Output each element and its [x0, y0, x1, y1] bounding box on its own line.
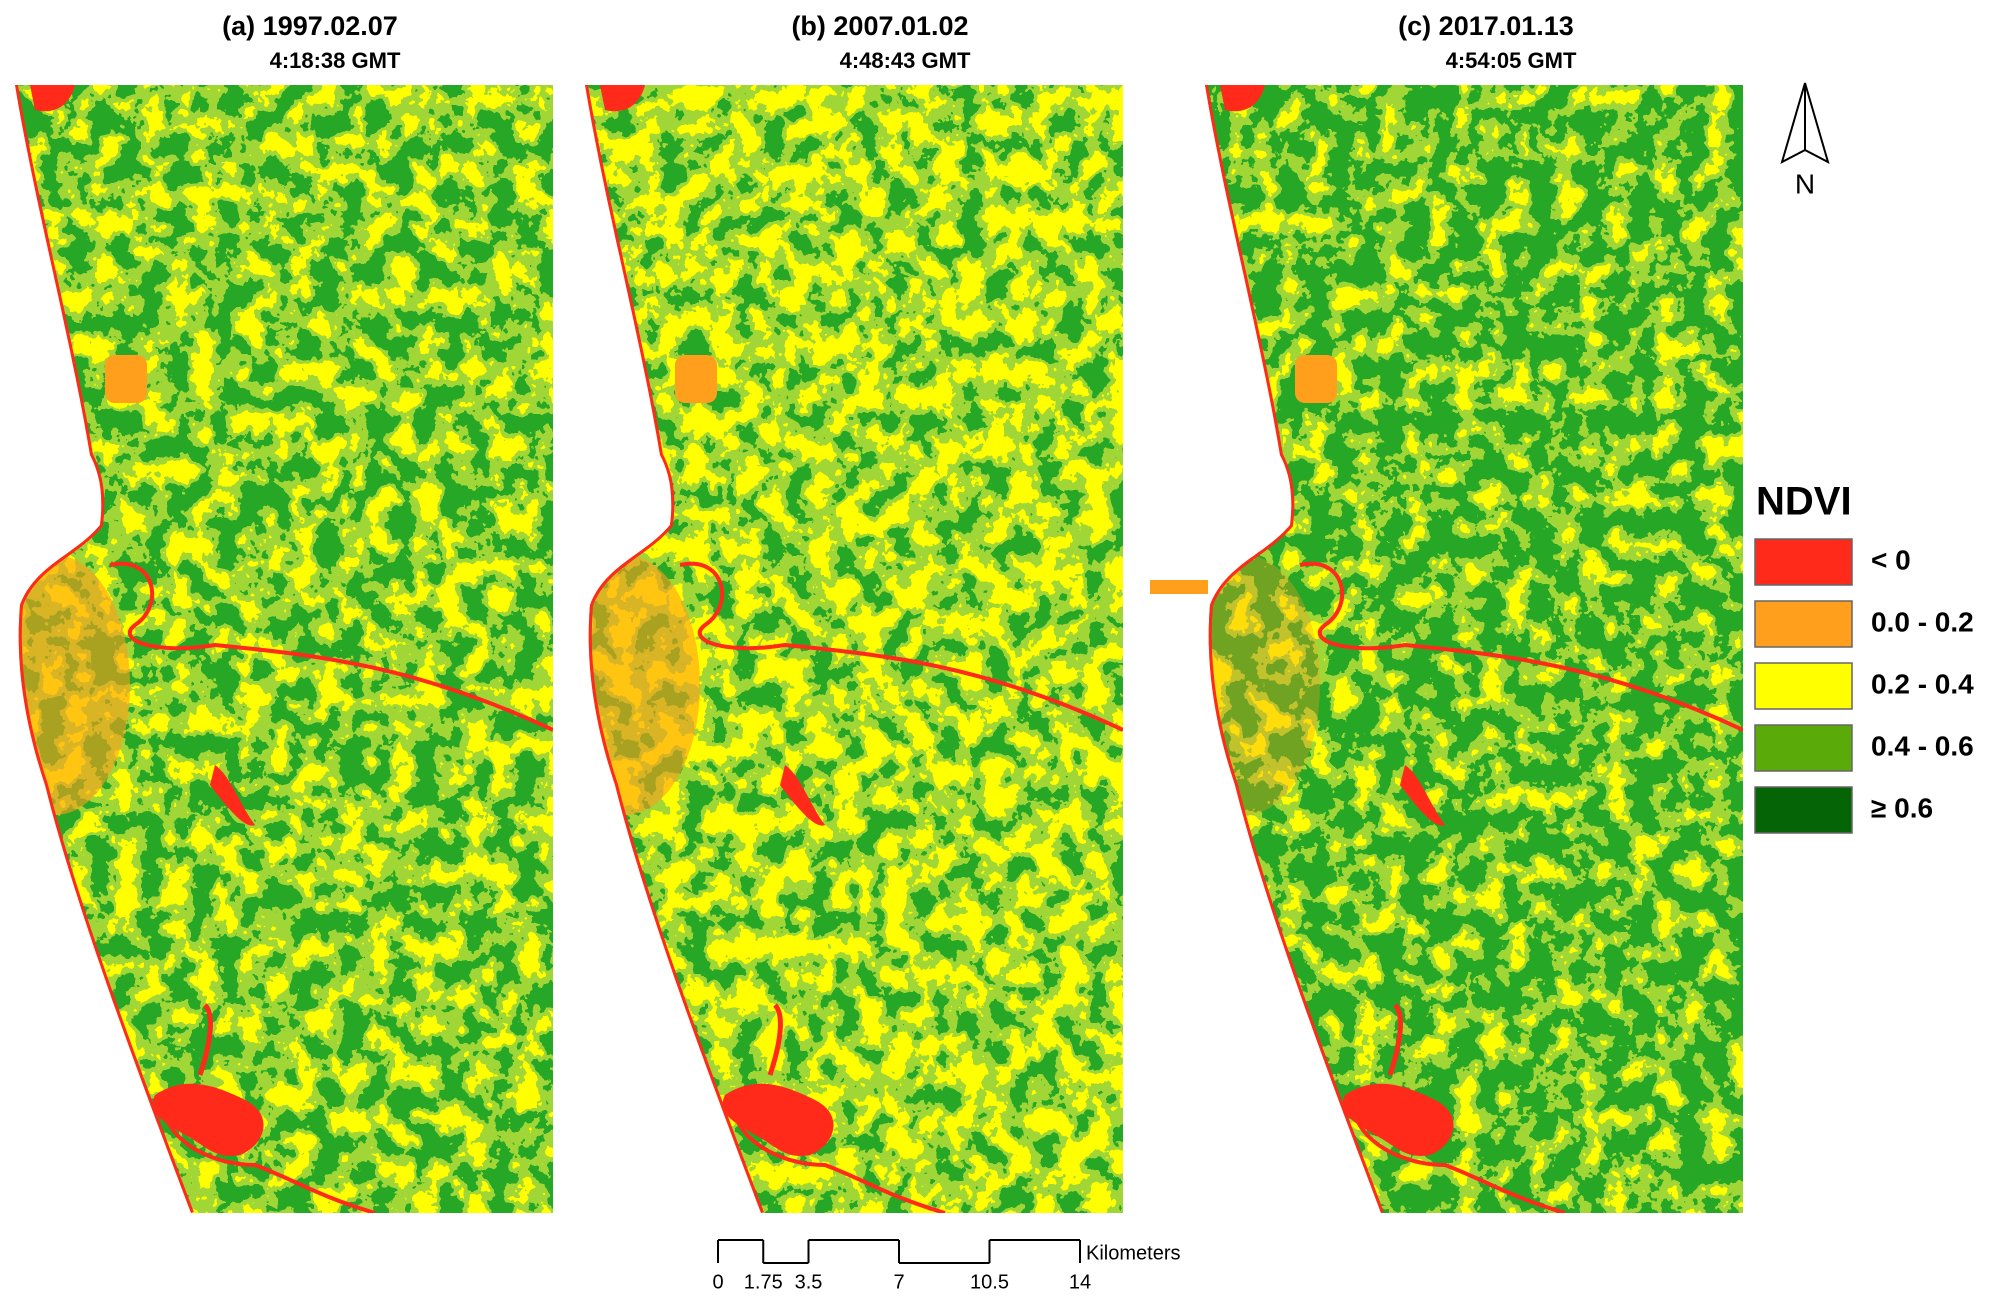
scale-label: 10.5: [970, 1271, 1009, 1293]
estuary: [767, 1003, 783, 1076]
urban-patch: [1295, 355, 1337, 403]
river: [679, 561, 1123, 732]
panel-title: (c) 2017.01.13: [1398, 11, 1574, 41]
legend-label: ≥ 0.6: [1871, 792, 1933, 823]
north-arrow: N: [1780, 82, 1830, 199]
lake: [780, 765, 825, 826]
legend-label: 0.4 - 0.6: [1871, 730, 1974, 761]
map-area: [585, 85, 1123, 1213]
top-lake: [600, 85, 645, 112]
panel-time: 4:48:43 GMT: [840, 48, 971, 73]
river: [733, 1114, 946, 1213]
lake: [210, 765, 255, 826]
estuary: [197, 1003, 213, 1076]
ndvi-map: [1150, 85, 1743, 1213]
pier: [1150, 580, 1208, 594]
river: [109, 561, 553, 732]
top-lake: [30, 85, 75, 112]
scale-label: 1.75: [744, 1271, 783, 1293]
urban-area: [585, 555, 700, 815]
scale-label: 7: [893, 1271, 904, 1293]
urban-patch: [105, 355, 147, 403]
legend-label: 0.2 - 0.4: [1871, 668, 1974, 699]
legend-swatch: [1754, 786, 1853, 834]
scale-label: 0: [712, 1271, 723, 1293]
legend-label: 0.0 - 0.2: [1871, 606, 1974, 637]
legend-swatch: [1754, 600, 1853, 648]
north-label: N: [1795, 168, 1815, 199]
legend-title: NDVI: [1756, 480, 1852, 524]
lagoon: [152, 1083, 264, 1156]
legend-label: < 0: [1871, 544, 1911, 575]
river: [163, 1114, 376, 1213]
panel-title: (a) 1997.02.07: [222, 11, 398, 41]
legend-swatch: [1754, 662, 1853, 710]
lagoon: [722, 1083, 834, 1156]
panel-time: 4:54:05 GMT: [1446, 48, 1577, 73]
ndvi-map: [15, 85, 553, 1213]
panel-title: (b) 2007.01.02: [791, 11, 968, 41]
map-area: [1205, 85, 1743, 1213]
top-lake: [1220, 85, 1265, 112]
lake: [1400, 765, 1445, 826]
map-area: [15, 85, 553, 1213]
river: [1299, 561, 1743, 732]
scale-unit: Kilometers: [1086, 1242, 1180, 1264]
scale-label: 3.5: [795, 1271, 823, 1293]
river: [1353, 1114, 1566, 1213]
estuary: [1387, 1003, 1403, 1076]
ndvi-map: [585, 85, 1123, 1213]
lagoon: [1342, 1083, 1454, 1156]
panel-time: 4:18:38 GMT: [270, 48, 401, 73]
legend-swatch: [1754, 538, 1853, 586]
urban-patch: [675, 355, 717, 403]
scale-label: 14: [1069, 1271, 1091, 1293]
legend-swatch: [1754, 724, 1853, 772]
